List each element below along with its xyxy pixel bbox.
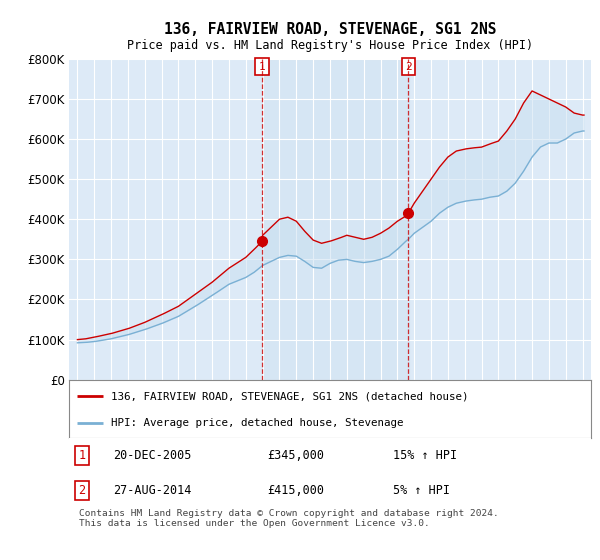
Text: 1: 1 bbox=[259, 62, 266, 72]
Text: HPI: Average price, detached house, Stevenage: HPI: Average price, detached house, Stev… bbox=[111, 418, 403, 428]
Text: Price paid vs. HM Land Registry's House Price Index (HPI): Price paid vs. HM Land Registry's House … bbox=[127, 39, 533, 52]
Text: 2: 2 bbox=[79, 484, 86, 497]
Text: 136, FAIRVIEW ROAD, STEVENAGE, SG1 2NS: 136, FAIRVIEW ROAD, STEVENAGE, SG1 2NS bbox=[164, 22, 496, 38]
Text: 27-AUG-2014: 27-AUG-2014 bbox=[113, 484, 192, 497]
Text: 20-DEC-2005: 20-DEC-2005 bbox=[113, 449, 192, 462]
Text: 2: 2 bbox=[405, 62, 412, 72]
Text: 1: 1 bbox=[79, 449, 86, 462]
Text: £415,000: £415,000 bbox=[268, 484, 325, 497]
Text: 5% ↑ HPI: 5% ↑ HPI bbox=[392, 484, 449, 497]
Text: 15% ↑ HPI: 15% ↑ HPI bbox=[392, 449, 457, 462]
Text: £345,000: £345,000 bbox=[268, 449, 325, 462]
Text: 136, FAIRVIEW ROAD, STEVENAGE, SG1 2NS (detached house): 136, FAIRVIEW ROAD, STEVENAGE, SG1 2NS (… bbox=[111, 391, 468, 401]
Text: Contains HM Land Registry data © Crown copyright and database right 2024.
This d: Contains HM Land Registry data © Crown c… bbox=[79, 509, 499, 528]
